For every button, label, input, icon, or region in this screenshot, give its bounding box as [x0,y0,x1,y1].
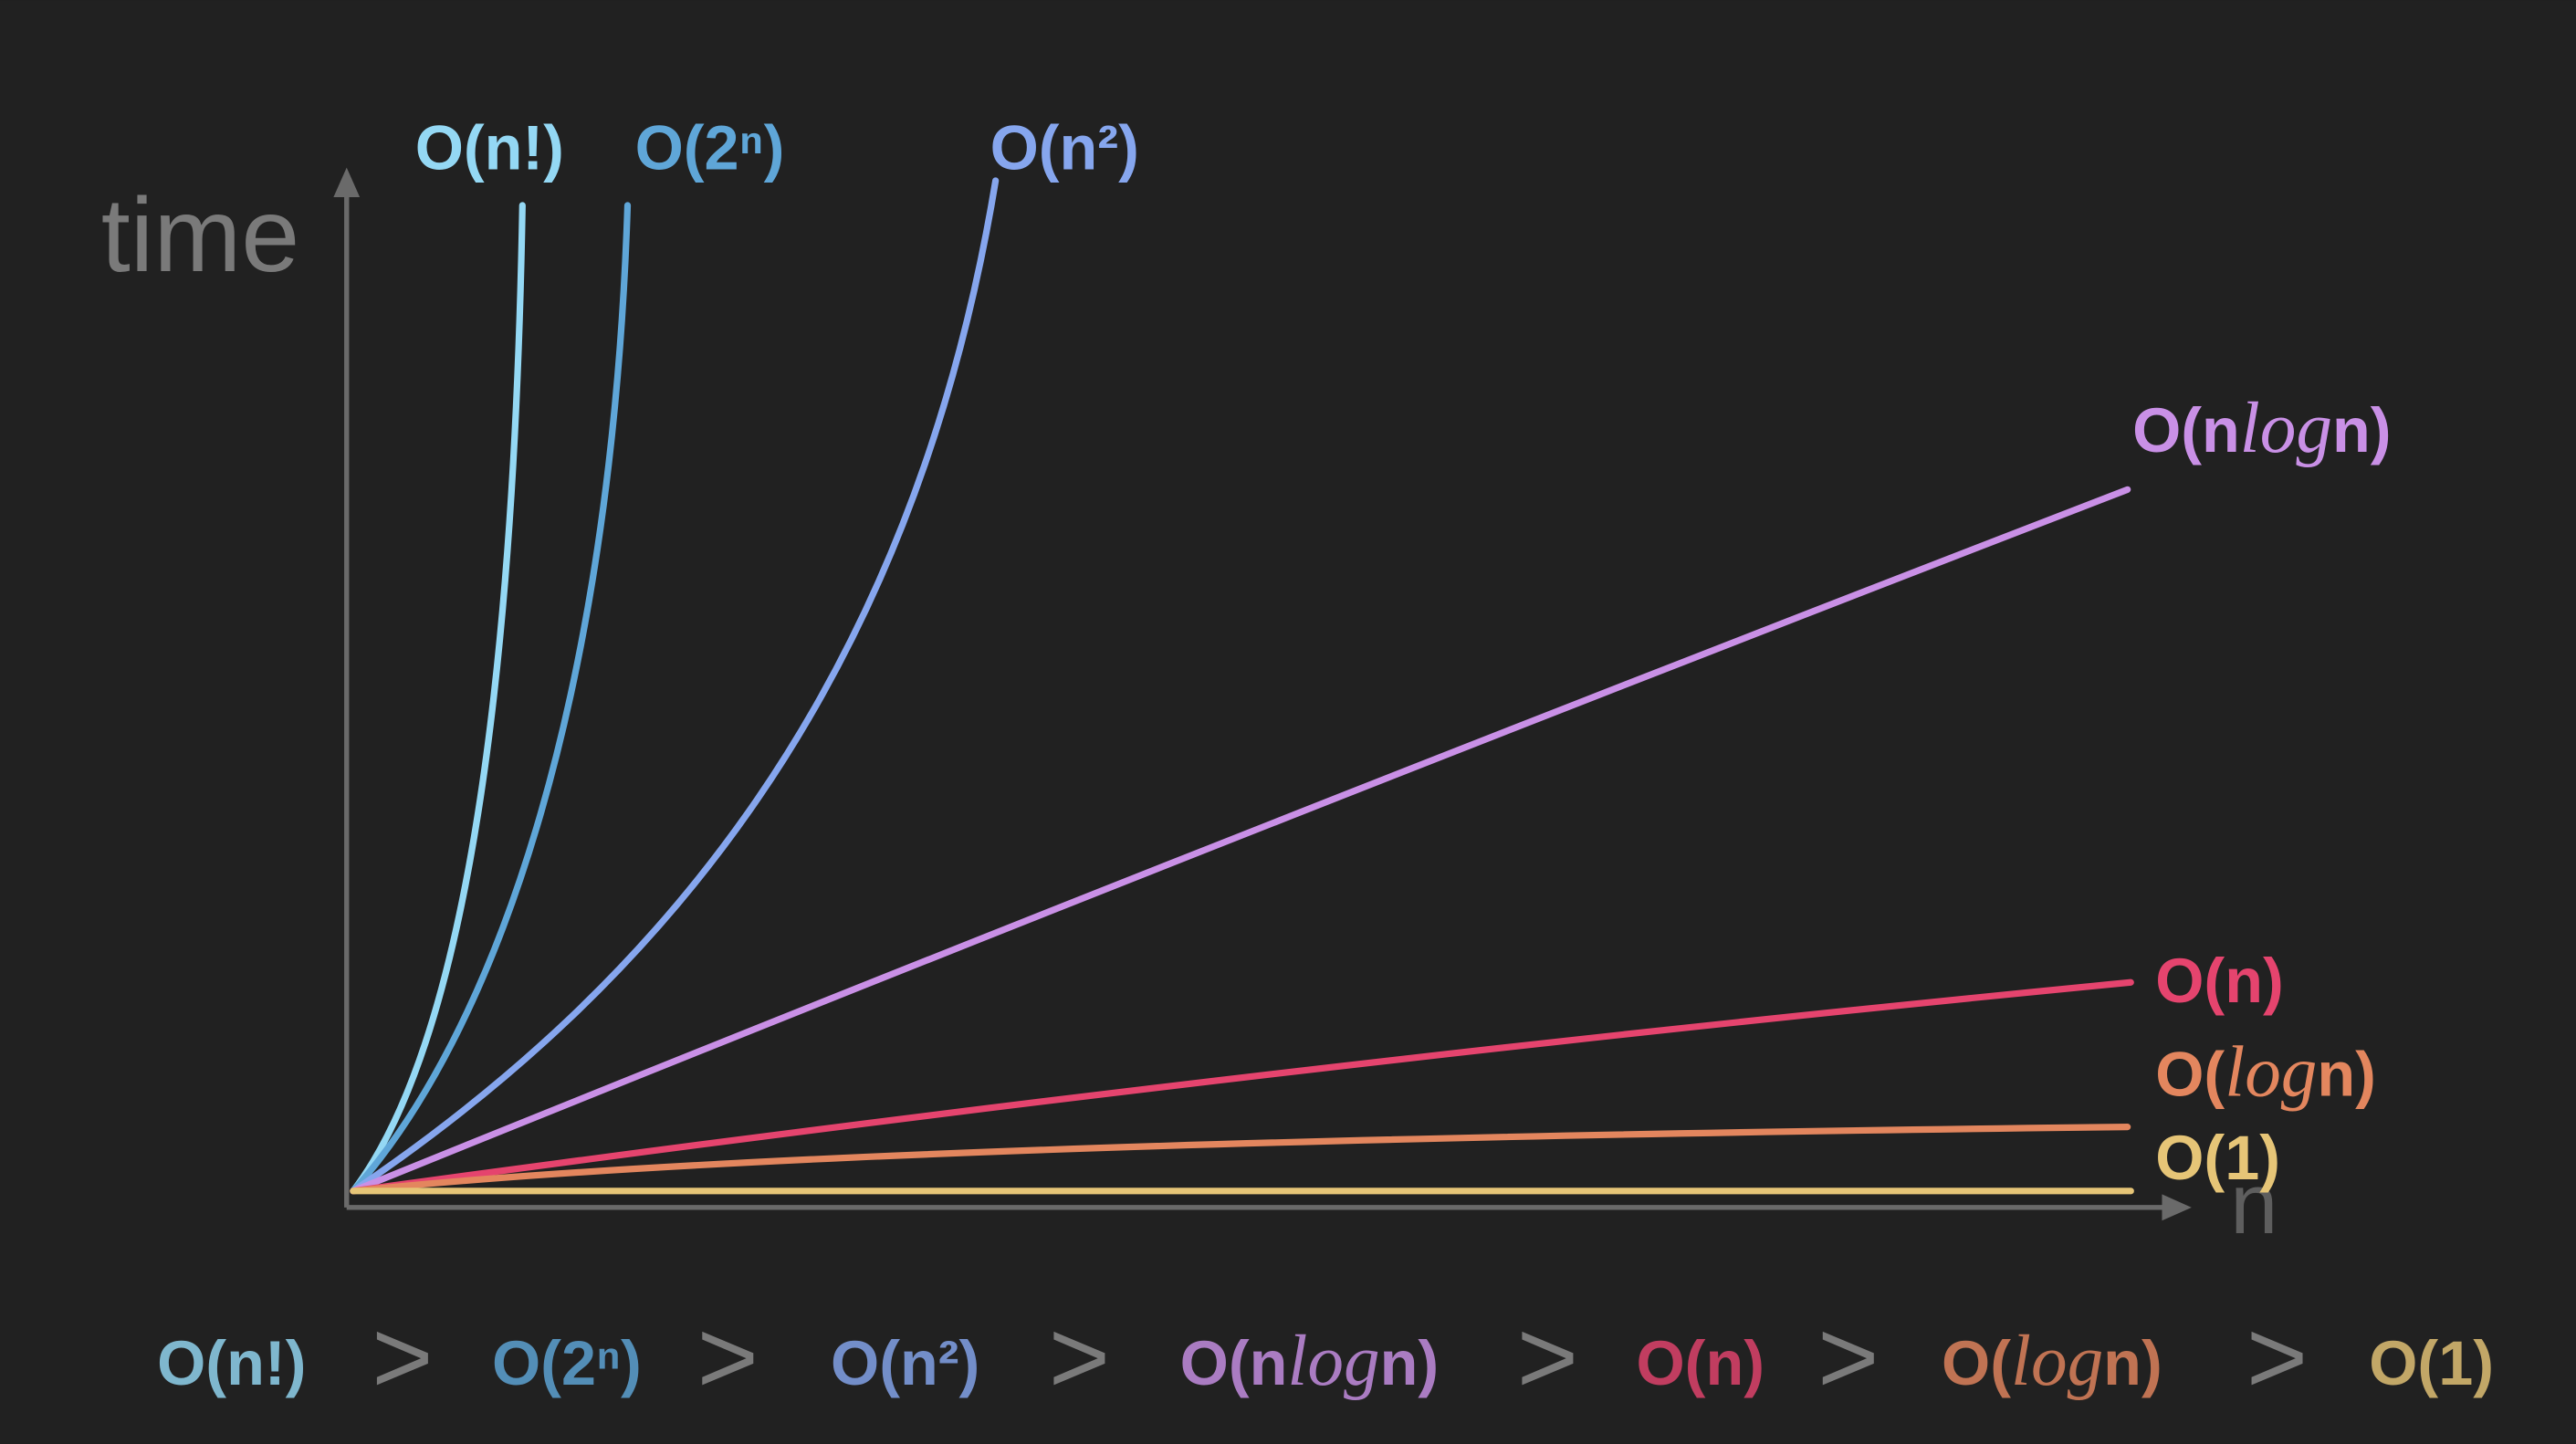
curve-label: O(n!) [415,113,564,183]
label-part: log [2240,388,2332,468]
curve-label: O(1) [2155,1124,2280,1193]
ranking-item: O(n²) [831,1329,979,1398]
label-part: O(2ⁿ) [635,113,785,183]
curve [350,202,526,1195]
label-part: log [1287,1321,1379,1401]
ranking-item: O(n) [1636,1329,1764,1398]
label-part: O(n) [2155,947,2284,1016]
ranking-item: O(logn) [1942,1321,2162,1401]
curve-label: O(nlogn) [2132,388,2391,468]
label-part: log [2225,1032,2317,1113]
x-axis-arrow [2162,1194,2192,1221]
curve [350,177,1000,1195]
curve [350,1124,2131,1195]
label-part: O(1) [2155,1124,2280,1193]
label-part: n) [1380,1329,1440,1398]
curve-labels: O(n!) O(2ⁿ) O(n²)O(nlogn)O(n)O(logn)O(1) [415,113,2392,1193]
ranking-separator: > [2246,1299,2308,1416]
label-part: n) [2103,1329,2162,1398]
label-part: O(n [1180,1329,1288,1398]
ranking-item: O(n!) [157,1329,306,1398]
curve [350,978,2134,1195]
label-part: O(1) [2369,1329,2494,1398]
curve-label: O(logn) [2155,1032,2376,1113]
label-part: O( [1942,1329,2011,1398]
x-axis-label: n [2230,1156,2278,1251]
label-part: O(n!) [415,113,564,183]
ranking-separator: > [372,1299,433,1416]
ranking-separator: > [1817,1299,1879,1416]
label-part: O(n²) [990,113,1139,183]
curve-label: O(n²) [990,113,1139,183]
label-part: O( [2155,1041,2225,1110]
label-part: O(n²) [831,1329,979,1398]
curves [350,177,2134,1195]
label-part: log [2011,1321,2103,1401]
ranking-separator: > [1049,1299,1110,1416]
ranking-separator: > [1517,1299,1578,1416]
ranking-row: O(n!) O(2ⁿ) O(n²) O(nlogn) O(n) O(logn) O(1)> >… [157,1299,2494,1416]
label-part: n) [2317,1041,2376,1110]
label-part: O(n!) [157,1329,306,1398]
ranking-separator: > [697,1299,759,1416]
curve-label: O(2ⁿ) [635,113,785,183]
label-part: O(n [2132,396,2240,466]
ranking-item: O(2ⁿ) [492,1329,642,1398]
label-part: O(2ⁿ) [492,1329,642,1398]
label-part: n) [2332,396,2392,466]
y-axis-label: time [101,177,300,294]
curve [350,202,632,1195]
ranking-item: O(nlogn) [1180,1321,1439,1401]
curve [350,486,2131,1195]
curve-label: O(n) [2155,947,2284,1016]
ranking-item: O(1) [2369,1329,2494,1398]
y-axis-arrow [333,167,361,197]
label-part: O(n) [1636,1329,1764,1398]
